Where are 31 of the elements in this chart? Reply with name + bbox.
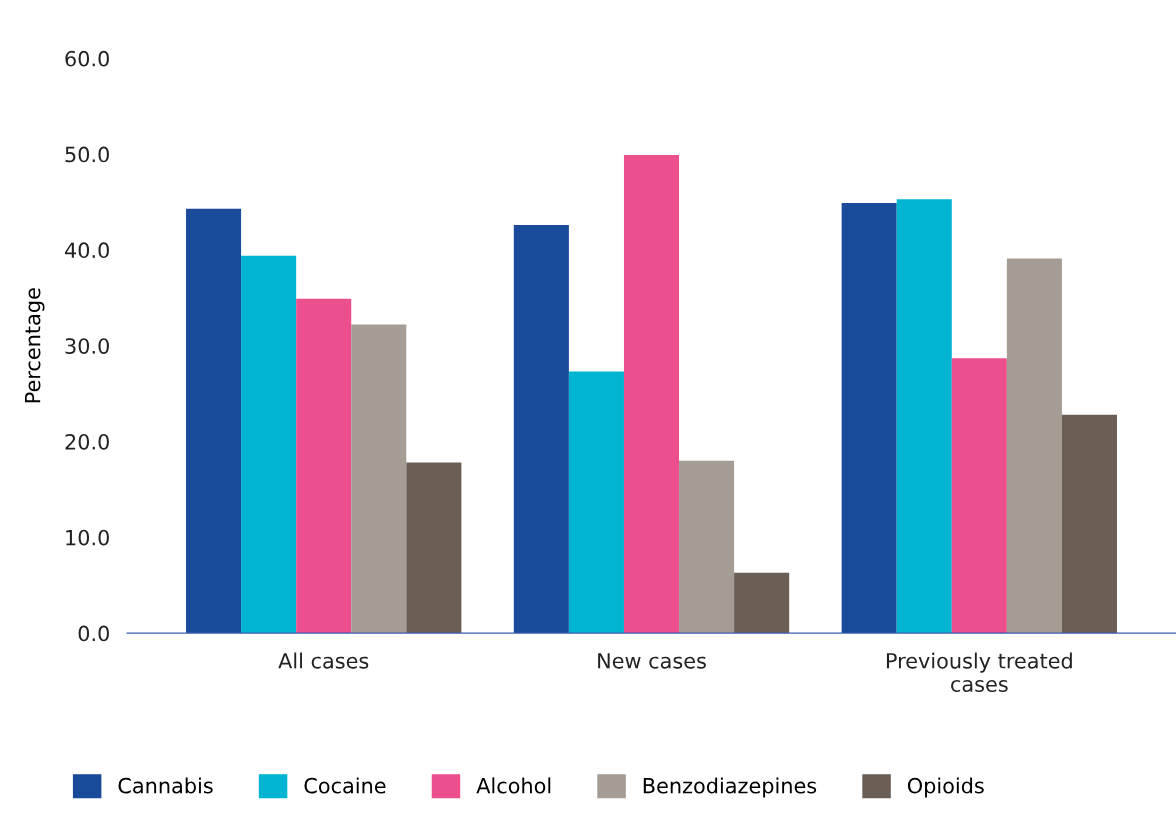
bar <box>623 155 680 634</box>
y-tick-label: 0.0 <box>78 625 109 642</box>
bar <box>513 224 569 634</box>
bar <box>1006 258 1062 634</box>
x-tick-label: New cases <box>598 653 706 669</box>
legend-label: Alcohol <box>476 777 551 794</box>
x-tick-label: All cases <box>278 652 369 669</box>
bar <box>841 202 897 634</box>
bar <box>351 324 407 634</box>
bar <box>679 460 735 634</box>
y-tick-label: 60.0 <box>65 50 109 67</box>
y-tick-label: 30.0 <box>65 338 109 354</box>
bar <box>1061 414 1117 634</box>
bar <box>186 208 242 634</box>
bar <box>951 358 1007 634</box>
y-axis-title: Percentage <box>24 288 45 403</box>
legend-label: Cocaine <box>304 777 386 794</box>
bar <box>568 371 624 634</box>
x-tick-label: Previously treated cases <box>886 652 1072 692</box>
y-tick-label: 50.0 <box>65 146 109 163</box>
bar <box>896 199 952 634</box>
y-tick-label: 40.0 <box>64 242 109 259</box>
legend-label: Benzodiazepines <box>643 777 817 798</box>
bar <box>734 572 790 634</box>
y-tick-label: 20.0 <box>65 433 109 450</box>
legend-label: Cannabis <box>118 777 213 794</box>
y-tick-label: 10.0 <box>66 529 109 546</box>
bar <box>296 298 352 634</box>
legend-label: Opioids <box>907 777 984 798</box>
bar <box>406 462 462 634</box>
bar <box>241 255 297 634</box>
